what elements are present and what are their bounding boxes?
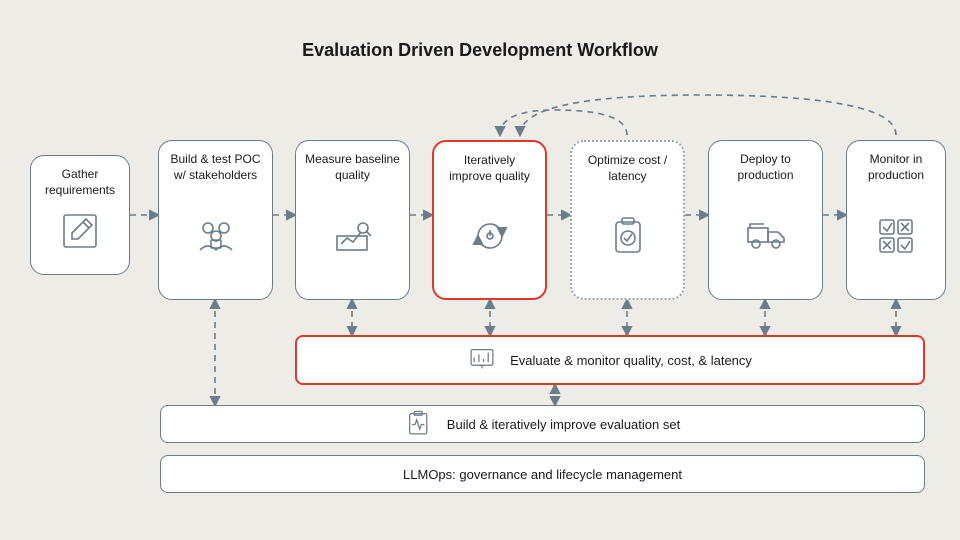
clipboard-check-icon [580,184,675,288]
node-label: Build & test POC w/ stakeholders [167,151,264,183]
bar-evalset: Build & iteratively improve evaluation s… [160,405,925,443]
cycle-icon [442,184,537,288]
pencil-icon [39,198,121,264]
monitor-chart-icon [468,344,496,377]
node-improve: Iteratively improve quality [432,140,547,300]
node-deploy: Deploy to production [708,140,823,300]
people-icon [167,183,264,289]
bar-label: Evaluate & monitor quality, cost, & late… [510,353,752,368]
node-poc: Build & test POC w/ stakeholders [158,140,273,300]
node-label: Monitor in production [855,151,937,183]
truck-icon [717,183,814,289]
bar-evaluate: Evaluate & monitor quality, cost, & late… [295,335,925,385]
chart-icon [304,183,401,289]
bar-label: LLMOps: governance and lifecycle managem… [403,467,682,482]
node-label: Optimize cost / latency [580,152,675,184]
node-baseline: Measure baseline quality [295,140,410,300]
node-monitor: Monitor in production [846,140,946,300]
node-label: Deploy to production [717,151,814,183]
node-label: Iteratively improve quality [442,152,537,184]
node-label: Gather requirements [39,166,121,198]
bar-label: Build & iteratively improve evaluation s… [447,417,680,432]
node-optimize: Optimize cost / latency [570,140,685,300]
diagram-title: Evaluation Driven Development Workflow [12,40,948,61]
clipboard-pulse-icon [405,408,433,441]
node-gather: Gather requirements [30,155,130,275]
node-label: Measure baseline quality [304,151,401,183]
grid-check-icon [855,183,937,289]
bar-llmops: LLMOps: governance and lifecycle managem… [160,455,925,493]
